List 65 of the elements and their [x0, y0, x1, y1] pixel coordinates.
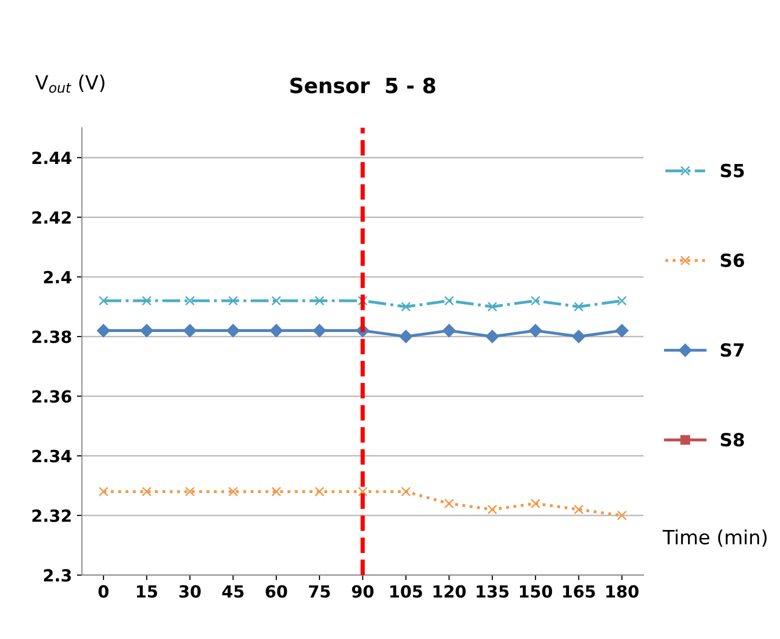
point — [98, 486, 108, 496]
point — [271, 486, 282, 496]
point — [617, 296, 627, 306]
point — [228, 296, 238, 306]
y-axis-title: V$_{out}$ (V) — [35, 74, 104, 93]
y-tick-label: 2.32 — [32, 509, 71, 522]
point — [185, 296, 195, 306]
point — [401, 486, 411, 496]
y-tick-label: 2.34 — [32, 450, 72, 462]
point — [399, 330, 412, 344]
point — [271, 296, 282, 306]
x-axis-title: Time (min) — [662, 529, 767, 547]
x-tick-label: 90 — [352, 585, 374, 598]
point — [442, 324, 456, 338]
x-tick-label: 120 — [434, 585, 466, 598]
point — [312, 324, 326, 338]
point — [98, 296, 108, 306]
point — [617, 510, 627, 520]
x-tick-label: 180 — [606, 585, 638, 598]
point — [228, 486, 238, 496]
point — [574, 302, 584, 312]
legend-label: S7 — [720, 343, 744, 357]
point — [226, 324, 240, 338]
x-tick-label: 0 — [98, 585, 108, 598]
point — [574, 504, 584, 514]
x-tick-label: 15 — [136, 585, 158, 598]
y-tick-label: 2.38 — [32, 330, 72, 344]
legend-label: S8 — [720, 432, 744, 447]
point — [314, 486, 324, 496]
point — [142, 296, 152, 306]
x-tick-label: 30 — [179, 585, 201, 598]
point — [487, 504, 498, 514]
x-tick-label: 135 — [476, 585, 509, 598]
x-tick-label: 105 — [390, 585, 422, 598]
x-tick-label: 150 — [520, 585, 552, 598]
point — [358, 486, 368, 496]
point — [401, 302, 411, 312]
y-tick-label: 2.3 — [44, 569, 71, 582]
point — [183, 324, 196, 338]
point — [140, 324, 154, 338]
x-tick-label: 45 — [222, 585, 244, 598]
point — [530, 296, 540, 306]
legend-label: S5 — [720, 164, 744, 178]
y-tick-label: 2.36 — [32, 390, 72, 403]
point — [444, 296, 454, 306]
y-tick-label: 2.4 — [44, 270, 72, 284]
point — [530, 498, 540, 508]
point — [572, 330, 586, 344]
y-tick-label: 2.44 — [32, 152, 72, 164]
point — [528, 324, 542, 338]
point — [314, 296, 324, 306]
x-tick-label: 75 — [309, 585, 330, 598]
chart-title: Sensor 5 - 8 — [290, 78, 436, 94]
point — [615, 324, 628, 338]
legend-label: S6 — [720, 253, 744, 268]
y-tick-label: 2.42 — [32, 211, 71, 224]
point — [142, 486, 152, 496]
point — [270, 324, 283, 338]
point — [96, 324, 110, 338]
x-tick-label: 60 — [266, 585, 288, 598]
point — [487, 302, 498, 312]
point — [444, 498, 454, 508]
point — [486, 330, 499, 344]
point — [185, 486, 195, 496]
x-tick-label: 165 — [563, 585, 595, 598]
